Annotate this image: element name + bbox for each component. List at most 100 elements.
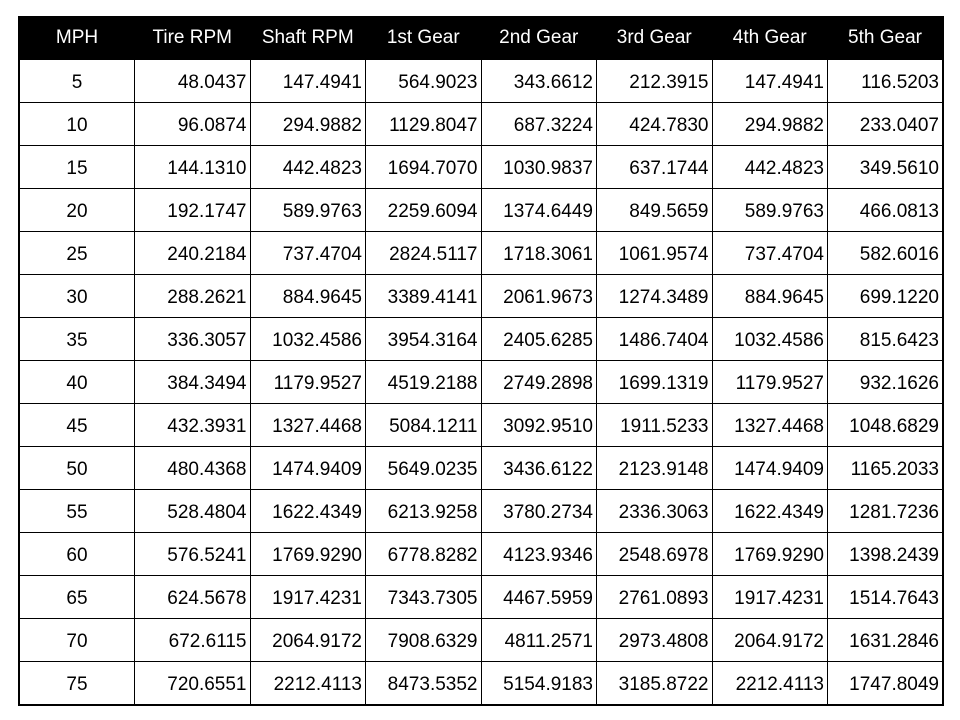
- value-cell: 442.4823: [249, 144, 366, 189]
- table-row: 55 528.4804 1622.4349 6213.9258 3780.2734 233…: [18, 488, 944, 533]
- value-cell: 2259.6094: [365, 187, 482, 232]
- value-cell: 2336.3063: [596, 488, 713, 533]
- table-row: 40 384.3494 1179.9527 4519.2188 2749.2898 169…: [18, 359, 944, 404]
- value-cell: 2061.9673: [480, 273, 597, 318]
- value-cell: 737.4704: [711, 230, 828, 275]
- value-cell: 2123.9148: [596, 445, 713, 490]
- value-cell: 294.9882: [711, 101, 828, 146]
- table-row: 35 336.3057 1032.4586 3954.3164 2405.6285 148…: [18, 316, 944, 361]
- value-cell: 116.5203: [827, 58, 944, 103]
- value-cell: 1179.9527: [711, 359, 828, 404]
- mph-cell: 40: [18, 359, 135, 404]
- value-cell: 4519.2188: [365, 359, 482, 404]
- value-cell: 5084.1211: [365, 402, 482, 447]
- table-header: MPH Tire RPM Shaft RPM 1st Gear 2nd Gear 3rd …: [18, 16, 944, 60]
- value-cell: 1061.9574: [596, 230, 713, 275]
- mph-cell: 10: [18, 101, 135, 146]
- value-cell: 424.7830: [596, 101, 713, 146]
- table-row: 75 720.6551 2212.4113 8473.5352 5154.9183 318…: [18, 660, 944, 706]
- column-header: MPH: [18, 16, 135, 60]
- value-cell: 576.5241: [134, 531, 251, 576]
- value-cell: 3389.4141: [365, 273, 482, 318]
- value-cell: 687.3224: [480, 101, 597, 146]
- mph-cell: 35: [18, 316, 135, 361]
- value-cell: 384.3494: [134, 359, 251, 404]
- value-cell: 147.4941: [249, 58, 366, 103]
- value-cell: 3780.2734: [480, 488, 597, 533]
- value-cell: 3954.3164: [365, 316, 482, 361]
- value-cell: 6778.8282: [365, 531, 482, 576]
- table-row: 15 144.1310 442.4823 1694.7070 1030.9837 637.…: [18, 144, 944, 189]
- value-cell: 7343.7305: [365, 574, 482, 619]
- value-cell: 1032.4586: [711, 316, 828, 361]
- mph-cell: 65: [18, 574, 135, 619]
- value-cell: 589.9763: [249, 187, 366, 232]
- value-cell: 1398.2439: [827, 531, 944, 576]
- mph-cell: 45: [18, 402, 135, 447]
- value-cell: 1718.3061: [480, 230, 597, 275]
- table-row: 30 288.2621 884.9645 3389.4141 2061.9673 1274…: [18, 273, 944, 318]
- value-cell: 1769.9290: [711, 531, 828, 576]
- value-cell: 1048.6829: [827, 402, 944, 447]
- value-cell: 1327.4468: [249, 402, 366, 447]
- value-cell: 432.3931: [134, 402, 251, 447]
- value-cell: 466.0813: [827, 187, 944, 232]
- value-cell: 3092.9510: [480, 402, 597, 447]
- value-cell: 849.5659: [596, 187, 713, 232]
- value-cell: 1474.9409: [711, 445, 828, 490]
- value-cell: 48.0437: [134, 58, 251, 103]
- mph-cell: 70: [18, 617, 135, 662]
- value-cell: 1769.9290: [249, 531, 366, 576]
- value-cell: 1327.4468: [711, 402, 828, 447]
- value-cell: 589.9763: [711, 187, 828, 232]
- column-header: 3rd Gear: [596, 16, 713, 60]
- value-cell: 2064.9172: [711, 617, 828, 662]
- value-cell: 564.9023: [365, 58, 482, 103]
- mph-cell: 60: [18, 531, 135, 576]
- value-cell: 884.9645: [249, 273, 366, 318]
- value-cell: 1694.7070: [365, 144, 482, 189]
- value-cell: 1911.5233: [596, 402, 713, 447]
- value-cell: 1486.7404: [596, 316, 713, 361]
- mph-cell: 20: [18, 187, 135, 232]
- value-cell: 5154.9183: [480, 660, 597, 706]
- value-cell: 8473.5352: [365, 660, 482, 706]
- value-cell: 582.6016: [827, 230, 944, 275]
- value-cell: 2761.0893: [596, 574, 713, 619]
- value-cell: 294.9882: [249, 101, 366, 146]
- header-row: MPH Tire RPM Shaft RPM 1st Gear 2nd Gear 3rd …: [18, 16, 944, 60]
- mph-cell: 30: [18, 273, 135, 318]
- value-cell: 637.1744: [596, 144, 713, 189]
- column-header: 5th Gear: [827, 16, 944, 60]
- value-cell: 624.5678: [134, 574, 251, 619]
- value-cell: 1514.7643: [827, 574, 944, 619]
- value-cell: 2973.4808: [596, 617, 713, 662]
- column-header: 4th Gear: [711, 16, 828, 60]
- table-row: 70 672.6115 2064.9172 7908.6329 4811.2571 297…: [18, 617, 944, 662]
- value-cell: 2548.6978: [596, 531, 713, 576]
- value-cell: 1129.8047: [365, 101, 482, 146]
- table-body: 5 48.0437 147.4941 564.9023 343.6612 212.3915…: [18, 58, 944, 706]
- value-cell: 3436.6122: [480, 445, 597, 490]
- table-row: 45 432.3931 1327.4468 5084.1211 3092.9510 191…: [18, 402, 944, 447]
- table-row: 20 192.1747 589.9763 2259.6094 1374.6449 849.…: [18, 187, 944, 232]
- value-cell: 815.6423: [827, 316, 944, 361]
- value-cell: 212.3915: [596, 58, 713, 103]
- table-row: 10 96.0874 294.9882 1129.8047 687.3224 424.78…: [18, 101, 944, 146]
- column-header: Tire RPM: [134, 16, 251, 60]
- table-row: 5 48.0437 147.4941 564.9023 343.6612 212.3915…: [18, 58, 944, 103]
- value-cell: 2064.9172: [249, 617, 366, 662]
- value-cell: 932.1626: [827, 359, 944, 404]
- value-cell: 1179.9527: [249, 359, 366, 404]
- value-cell: 1699.1319: [596, 359, 713, 404]
- value-cell: 2212.4113: [249, 660, 366, 706]
- table-row: 25 240.2184 737.4704 2824.5117 1718.3061 1061…: [18, 230, 944, 275]
- value-cell: 343.6612: [480, 58, 597, 103]
- table-row: 50 480.4368 1474.9409 5649.0235 3436.6122 212…: [18, 445, 944, 490]
- value-cell: 1474.9409: [249, 445, 366, 490]
- value-cell: 1281.7236: [827, 488, 944, 533]
- value-cell: 4467.5959: [480, 574, 597, 619]
- value-cell: 1631.2846: [827, 617, 944, 662]
- value-cell: 672.6115: [134, 617, 251, 662]
- value-cell: 7908.6329: [365, 617, 482, 662]
